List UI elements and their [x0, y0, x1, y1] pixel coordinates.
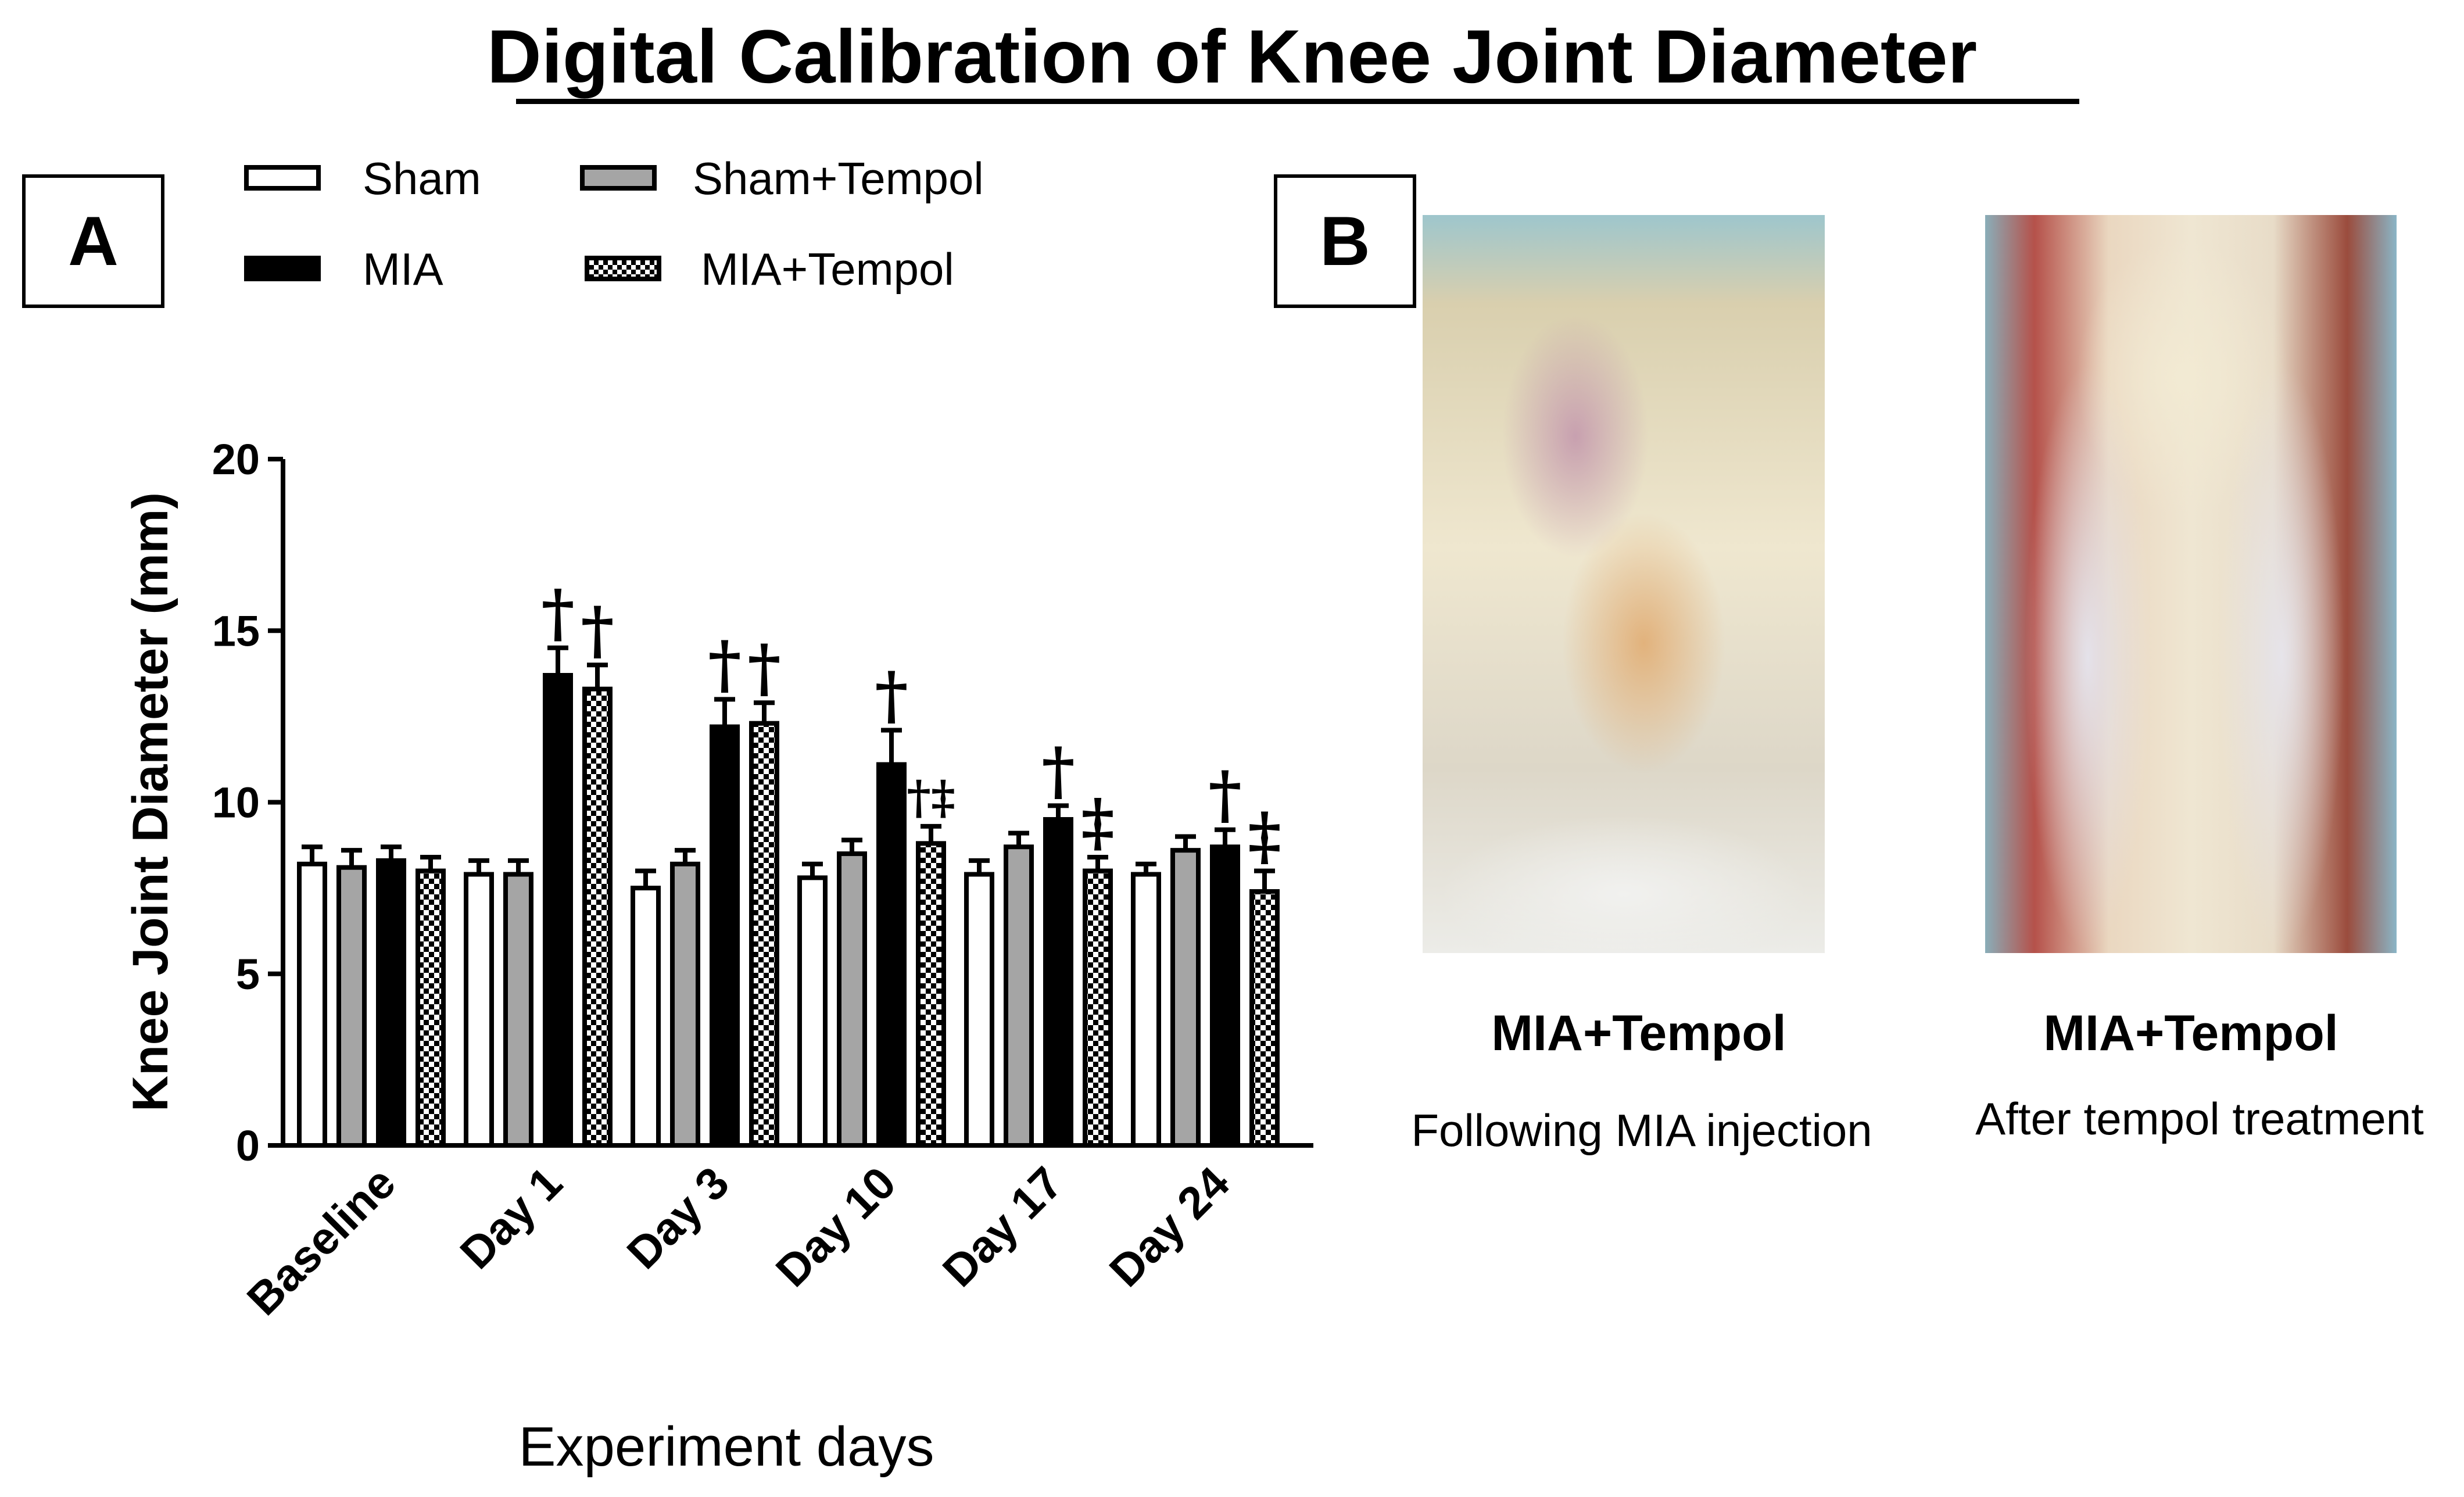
- bar-mia-day-24: [1210, 844, 1240, 1148]
- panel-a-label: A: [22, 174, 164, 308]
- photo-1-label: MIA+Tempol: [1491, 1005, 1786, 1061]
- bar-sham-day-24: [1131, 872, 1161, 1148]
- bar-mia-day-3: [710, 724, 740, 1148]
- photo-1-caption: Following MIA injection: [1411, 1105, 1872, 1156]
- legend-label-mia: MIA: [363, 243, 443, 295]
- legend-label-mia-tempol: MIA+Tempol: [701, 243, 954, 295]
- bar-mia-tempol-day-3: [749, 721, 779, 1148]
- bar-mia-day-17: [1043, 817, 1073, 1148]
- bar-mia-tempol-day-10: [916, 841, 946, 1148]
- x-tick-label: Day 10: [766, 1157, 905, 1297]
- bar-sham-baseline: [297, 861, 327, 1148]
- rat-knee-photo-icon: [1985, 215, 2397, 953]
- bar-mia-baseline: [376, 858, 406, 1148]
- legend-label-sham: Sham: [363, 153, 481, 204]
- legend-swatch-sham: [244, 165, 321, 191]
- bar-mia-tempol-day-24: [1249, 889, 1280, 1148]
- legend-swatch-sham-tempol: [580, 165, 657, 191]
- bar-sham-tempol-day-1: [503, 872, 533, 1148]
- y-tick-label: 0: [236, 1122, 260, 1170]
- bar-sham-tempol-day-10: [837, 851, 867, 1148]
- y-tick-label: 15: [212, 607, 260, 655]
- bar-sham-tempol-day-24: [1170, 848, 1201, 1148]
- bar-sham-tempol-day-17: [1004, 844, 1034, 1148]
- y-tick-label: 10: [212, 779, 260, 827]
- bar-sham-day-10: [797, 875, 828, 1148]
- bar-mia-day-10: [876, 762, 907, 1148]
- photo-2-label: MIA+Tempol: [2043, 1005, 2338, 1061]
- significance-marker: †: [1041, 733, 1075, 808]
- significance-marker: ‡: [1248, 798, 1281, 873]
- bar-mia-tempol-day-17: [1083, 868, 1113, 1148]
- significance-marker: †: [1208, 757, 1242, 832]
- significance-marker: †: [708, 626, 742, 701]
- x-tick-label: Day 1: [450, 1157, 572, 1278]
- bar-mia-day-1: [543, 673, 573, 1148]
- significance-marker: †: [581, 592, 614, 667]
- rat-knee-photo-icon: [1423, 215, 1825, 953]
- significance-marker: †: [541, 575, 575, 650]
- page-title: Digital Calibration of Knee Joint Diamet…: [486, 14, 1978, 99]
- x-tick-label: Baseline: [237, 1157, 405, 1325]
- bar-mia-tempol-baseline: [416, 868, 446, 1148]
- x-axis-label: Experiment days: [519, 1416, 934, 1478]
- photo-2-caption: After tempol treatment: [1975, 1093, 2424, 1144]
- legend-swatch-mia-tempol: [585, 256, 661, 281]
- y-axis-label: Knee Joint Diameter (mm): [123, 492, 178, 1112]
- y-tick-label: 5: [236, 950, 260, 998]
- significance-marker: †‡: [907, 770, 955, 825]
- title-underline: [516, 99, 2079, 104]
- bar-sham-tempol-baseline: [336, 865, 367, 1148]
- x-tick-label: Day 24: [1100, 1157, 1239, 1297]
- bar-sham-day-3: [631, 886, 661, 1148]
- significance-marker: †: [747, 630, 781, 705]
- bar-chart: † † † † ††‡ †‡ †‡ Baseline Day 1 Day 3 Day 10 Day …: [123, 435, 1313, 1478]
- significance-marker: ‡: [1081, 785, 1115, 859]
- bar-sham-day-1: [464, 872, 494, 1148]
- y-tick-label: 20: [212, 435, 260, 484]
- x-tick-label: Day 3: [617, 1157, 739, 1278]
- legend-label-sham-tempol: Sham+Tempol: [693, 153, 984, 204]
- bar-sham-day-17: [964, 872, 994, 1148]
- legend-swatch-mia: [244, 256, 321, 281]
- bars-layer: † † † † ††‡ †‡ †‡: [297, 575, 1281, 1148]
- significance-marker: †: [875, 657, 908, 732]
- bar-sham-tempol-day-3: [670, 861, 700, 1148]
- x-tick-label: Day 17: [933, 1157, 1072, 1297]
- panel-b-label: B: [1274, 174, 1416, 308]
- bar-mia-tempol-day-1: [582, 686, 613, 1148]
